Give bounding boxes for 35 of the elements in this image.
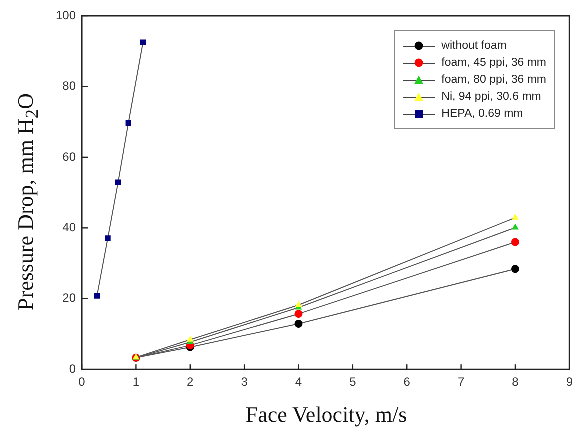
legend-label: HEPA, 0.69 mm	[442, 108, 524, 120]
point	[140, 40, 146, 46]
point	[511, 238, 520, 246]
point	[186, 336, 194, 342]
point	[511, 265, 520, 274]
point	[94, 293, 100, 299]
point	[126, 120, 132, 126]
legend-label: Ni, 94 ppi, 30.6 mm	[442, 90, 542, 102]
x-tick-label: 4	[295, 375, 302, 390]
x-tick-label: 7	[458, 375, 465, 390]
point	[295, 301, 302, 308]
x-tick-label: 8	[512, 375, 520, 390]
point	[512, 214, 519, 220]
x-tick-label: 3	[241, 375, 248, 390]
x-axis-title: Face Velocity, m/s	[244, 402, 408, 428]
y-tick-label: 20	[62, 291, 76, 306]
point	[294, 320, 303, 328]
y-tick-label: 0	[69, 362, 76, 376]
point	[512, 224, 519, 230]
y-tick-label: 80	[62, 79, 76, 94]
legend-label: foam, 45 ppi, 36 mm	[442, 56, 546, 68]
y-tick-label: 40	[62, 220, 76, 234]
x-tick-label: 1	[132, 375, 140, 390]
point	[294, 310, 303, 318]
x-tick-label: 9	[566, 375, 574, 390]
legend-label: without foam	[442, 40, 507, 52]
x-tick-label: 2	[187, 375, 194, 390]
x-tick-label: 5	[350, 375, 357, 390]
y-tick-label: 100	[56, 8, 76, 22]
legend-label: foam, 80 ppi, 36 mm	[442, 74, 546, 86]
x-tick-label: 0	[78, 375, 86, 390]
y-tick-label: 60	[62, 150, 76, 164]
x-tick-label: 6	[404, 375, 411, 390]
point	[105, 236, 111, 242]
point	[115, 180, 122, 186]
